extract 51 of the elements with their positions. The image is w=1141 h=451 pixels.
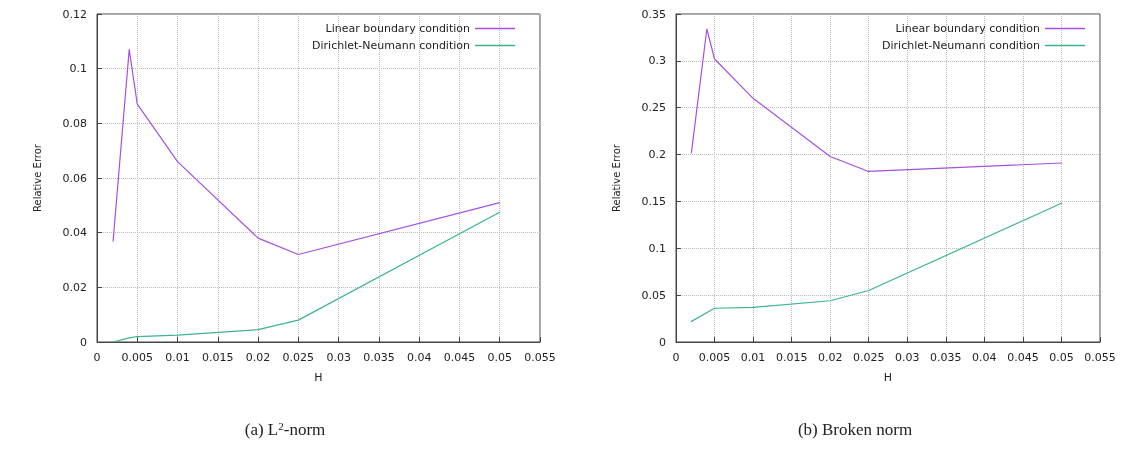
y-tick-label: 0.04: [62, 226, 87, 240]
y-tick-label: 0.06: [62, 171, 87, 185]
x-tick-label: 0.03: [326, 351, 351, 364]
y-tick-label: 0.12: [62, 7, 87, 21]
legend-label: Linear boundary condition: [325, 22, 471, 35]
x-tick-label: 0.005: [698, 351, 731, 364]
y-tick-label: 0.08: [62, 116, 87, 130]
y-tick-label: 0: [659, 335, 666, 349]
x-tick-label: 0.055: [1084, 351, 1116, 364]
y-axis-title: Relative Error: [610, 143, 622, 212]
x-tick-label: 0.025: [852, 351, 885, 364]
x-tick-label: 0.05: [1049, 351, 1074, 364]
x-tick-label: 0: [93, 351, 101, 364]
x-tick-label: 0.01: [165, 351, 190, 364]
y-tick-label: 0.35: [641, 7, 666, 21]
line-series: [690, 202, 1063, 322]
y-axis-title: Relative Error: [31, 143, 43, 212]
x-tick-label: 0.04: [406, 351, 432, 364]
x-tick-label: 0.02: [817, 351, 843, 364]
y-tick-label: 0.2: [648, 148, 666, 162]
y-tick-label: 0.02: [62, 280, 87, 294]
line-series: [112, 211, 501, 343]
y-tick-label: 0.05: [641, 288, 666, 302]
x-tick-label: 0.035: [363, 351, 395, 364]
x-tick-label: 0.005: [121, 351, 154, 364]
x-tick-label: 0.01: [740, 351, 766, 364]
y-tick-label: 0.25: [641, 101, 666, 115]
x-tick-label: 0.015: [202, 351, 234, 364]
y-tick-label: 0.15: [641, 194, 666, 208]
x-tick-label: 0: [672, 351, 680, 364]
y-tick-label: 0.3: [648, 54, 666, 68]
x-tick-label: 0.045: [1007, 351, 1039, 364]
x-tick-label: 0.035: [930, 351, 962, 364]
legend-label: Dirichlet-Neumann condition: [882, 39, 1041, 52]
line-series: [112, 48, 501, 256]
x-axis-title: H: [883, 371, 893, 384]
x-tick-label: 0.02: [245, 351, 271, 364]
y-tick-label: 0.1: [648, 241, 666, 255]
x-tick-label: 0.05: [487, 351, 512, 364]
legend-label: Linear boundary condition: [895, 22, 1041, 35]
x-tick-label: 0.025: [282, 351, 315, 364]
y-tick-label: 0.1: [69, 62, 87, 76]
y-tick-label: 0: [80, 335, 87, 349]
x-tick-label: 0.04: [972, 351, 997, 364]
x-tick-label: 0.03: [895, 351, 920, 364]
x-tick-label: 0.055: [524, 351, 556, 364]
legend-label: Dirichlet-Neumann condition: [312, 39, 471, 52]
x-tick-label: 0.015: [775, 351, 808, 364]
x-axis-title: H: [314, 371, 323, 384]
text: (b) Broken norm: [797, 420, 913, 439]
x-tick-label: 0.045: [443, 351, 476, 364]
